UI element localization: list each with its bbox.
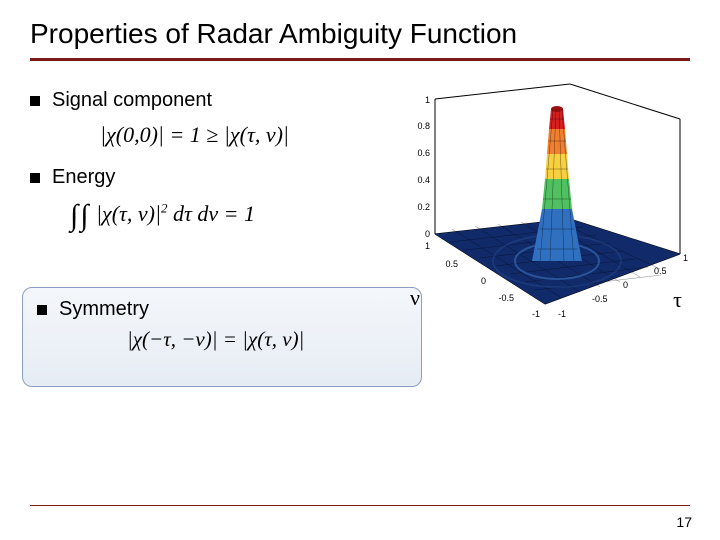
- axis-label-nu: ν: [410, 285, 420, 311]
- chart-z-ticks: 0 0.2 0.4 0.6 0.8 1: [417, 95, 430, 239]
- tick-label: 1: [425, 241, 430, 251]
- tick-label: 0: [623, 280, 628, 290]
- equation-symmetry: |χ(−τ, −ν)| = |χ(τ, ν)|: [127, 327, 407, 352]
- bullet-symmetry: Symmetry: [37, 298, 407, 321]
- page-number: 17: [676, 514, 692, 530]
- tick-label: 0.4: [417, 175, 430, 185]
- tick-label: -1: [532, 309, 540, 319]
- tick-label: 1: [425, 95, 430, 105]
- tick-label: 0: [425, 229, 430, 239]
- tick-label: -0.5: [592, 294, 608, 304]
- bullet-icon: [37, 305, 47, 315]
- symmetry-callout: Symmetry |χ(−τ, −ν)| = |χ(τ, ν)|: [22, 287, 422, 387]
- title-rule: [30, 58, 690, 61]
- tick-label: -1: [558, 309, 566, 319]
- tick-label: -0.5: [498, 293, 514, 303]
- bullet-signal-label: Signal component: [52, 89, 212, 112]
- bullet-icon: [30, 173, 40, 183]
- chart-peak: [532, 106, 582, 261]
- bullet-icon: [30, 96, 40, 106]
- tick-label: 0.5: [654, 266, 667, 276]
- axis-label-tau: τ: [673, 287, 682, 313]
- tick-label: 1: [683, 253, 688, 263]
- tick-label: 0.6: [417, 148, 430, 158]
- ambiguity-surface-chart: 0 0.2 0.4 0.6 0.8 1: [380, 79, 700, 329]
- slide: Properties of Radar Ambiguity Function S…: [0, 0, 720, 540]
- tick-label: 0.5: [445, 259, 458, 269]
- page-title: Properties of Radar Ambiguity Function: [30, 18, 690, 50]
- tick-label: 0.2: [417, 202, 430, 212]
- tick-label: 0.8: [417, 121, 430, 131]
- bullet-energy-label: Energy: [52, 166, 115, 189]
- bullet-symmetry-label: Symmetry: [59, 298, 149, 321]
- content-area: Signal component |χ(0,0)| = 1 ≥ |χ(τ, ν)…: [30, 89, 690, 459]
- tick-label: 0: [481, 276, 486, 286]
- footer-rule: [30, 505, 690, 507]
